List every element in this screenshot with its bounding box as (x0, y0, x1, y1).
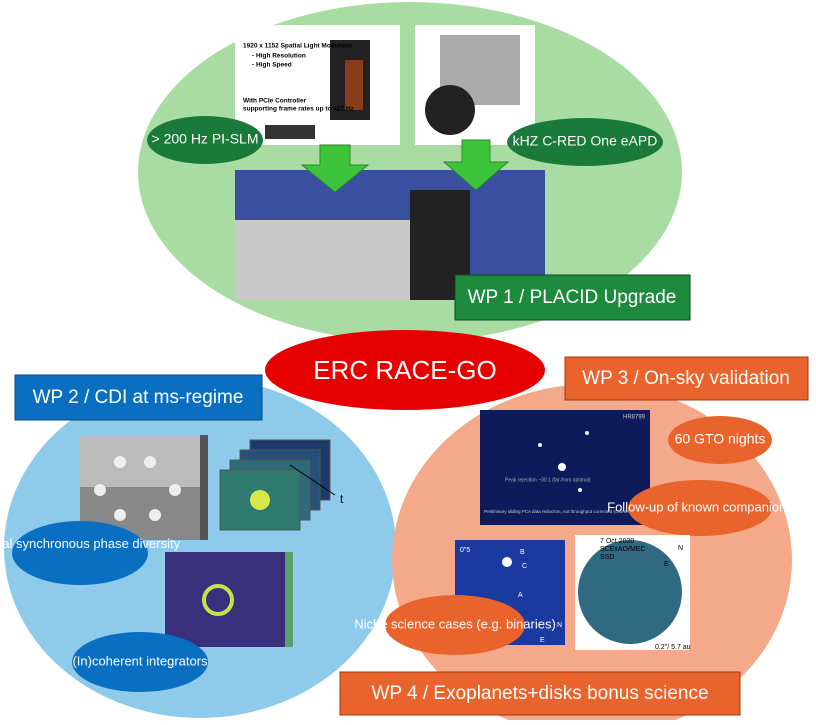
image-text: B (520, 549, 525, 556)
star (502, 557, 512, 567)
zonal-label: Zonal synchronous phase diversity (0, 536, 181, 551)
arrow (300, 144, 370, 193)
slm-caption: - High Resolution (252, 53, 306, 60)
bench (235, 220, 435, 300)
wp1-label: WP 1 / PLACID Upgrade (468, 287, 677, 308)
image-text: SCExAO/MEC (600, 546, 646, 553)
image-text: A (518, 592, 523, 599)
time-arrow (289, 464, 336, 496)
niche-label: Niche science cases (e.g. binaries) (354, 616, 556, 631)
image-text: 0"5 (460, 547, 470, 554)
image-text: E (664, 561, 669, 568)
image-text: N (678, 545, 683, 552)
slm-panel (345, 60, 363, 110)
wp3-label: WP 3 / On-sky validation (582, 368, 790, 389)
slm-caption: With PCIe Controller (243, 98, 307, 105)
apd-bubble (507, 118, 663, 166)
wp2-box (14, 374, 263, 421)
gto-bubble (668, 416, 772, 464)
followup-bubble (628, 480, 772, 536)
zonal-bubble (12, 521, 148, 585)
title: ERC RACE-GO (313, 355, 496, 385)
slm-image (235, 25, 400, 145)
integrators-bubble (72, 632, 208, 692)
arrow (442, 139, 510, 191)
slm-caption: - High Speed (252, 62, 292, 69)
gto-label: 60 GTO nights (675, 431, 766, 447)
wp4-box (339, 671, 741, 716)
image-text: 0.2"/ 5.7 au (655, 644, 691, 651)
star (558, 463, 566, 471)
time-label: t (340, 492, 344, 506)
integrator-image (165, 552, 285, 647)
image-text: E (540, 637, 545, 644)
slm-caption: supporting frame rates up to 422 Hz (243, 106, 355, 113)
wp4-label: WP 4 / Exoplanets+disks bonus science (371, 683, 708, 704)
wp2-label: WP 2 / CDI at ms-regime (33, 387, 244, 408)
integrators-label: (In)coherent integrators (72, 653, 208, 668)
colorbar (285, 552, 293, 647)
followup-label: Follow-up of known companions (607, 499, 793, 514)
slm-label: > 200 Hz PI-SLM (152, 131, 259, 147)
image-text: Preliminary sliding PCA data reduction, … (484, 509, 677, 514)
slm-caption: 1920 x 1152 Spatial Light Modulator (243, 43, 353, 50)
image-text: HR8799 (623, 415, 646, 421)
wp1-box (454, 274, 691, 321)
apd-label: kHZ C-RED One eAPD (513, 133, 658, 149)
slm-controller (265, 125, 315, 139)
phase-map-half (80, 435, 200, 487)
image-text: Peak rejection ~30:1 (far-from optimal) (505, 477, 591, 483)
psf (250, 490, 270, 510)
image-text: 7 Oct 2020 (600, 538, 634, 545)
image-text: N (557, 622, 562, 629)
image-text: C (522, 563, 527, 570)
zonal-text: Zonal synchronous phase diversity (0, 536, 181, 551)
image-text: SSD (600, 554, 614, 561)
slm-bubble (147, 116, 263, 164)
title-ellipse (265, 330, 545, 410)
camera-lens (425, 85, 475, 135)
mec-disk (578, 540, 682, 644)
ring (202, 584, 234, 616)
wp3-box (564, 356, 809, 401)
niche-bubble (385, 595, 525, 655)
colorbar (200, 435, 208, 540)
